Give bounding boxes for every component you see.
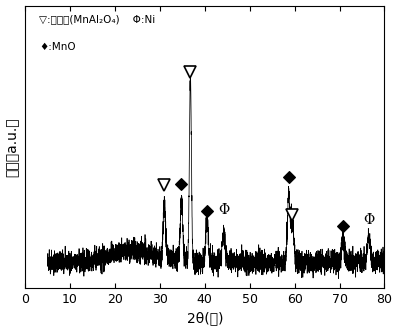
Text: ♦:MnO: ♦:MnO bbox=[39, 42, 76, 52]
Text: Φ: Φ bbox=[218, 203, 229, 217]
Text: ▽:尖晶石(MnAl₂O₄)    Φ:Ni: ▽:尖晶石(MnAl₂O₄) Φ:Ni bbox=[39, 14, 156, 24]
X-axis label: 2θ(度): 2θ(度) bbox=[187, 311, 223, 325]
Text: Φ: Φ bbox=[363, 213, 375, 227]
Y-axis label: 强度（a.u.）: 强度（a.u.） bbox=[6, 117, 20, 177]
